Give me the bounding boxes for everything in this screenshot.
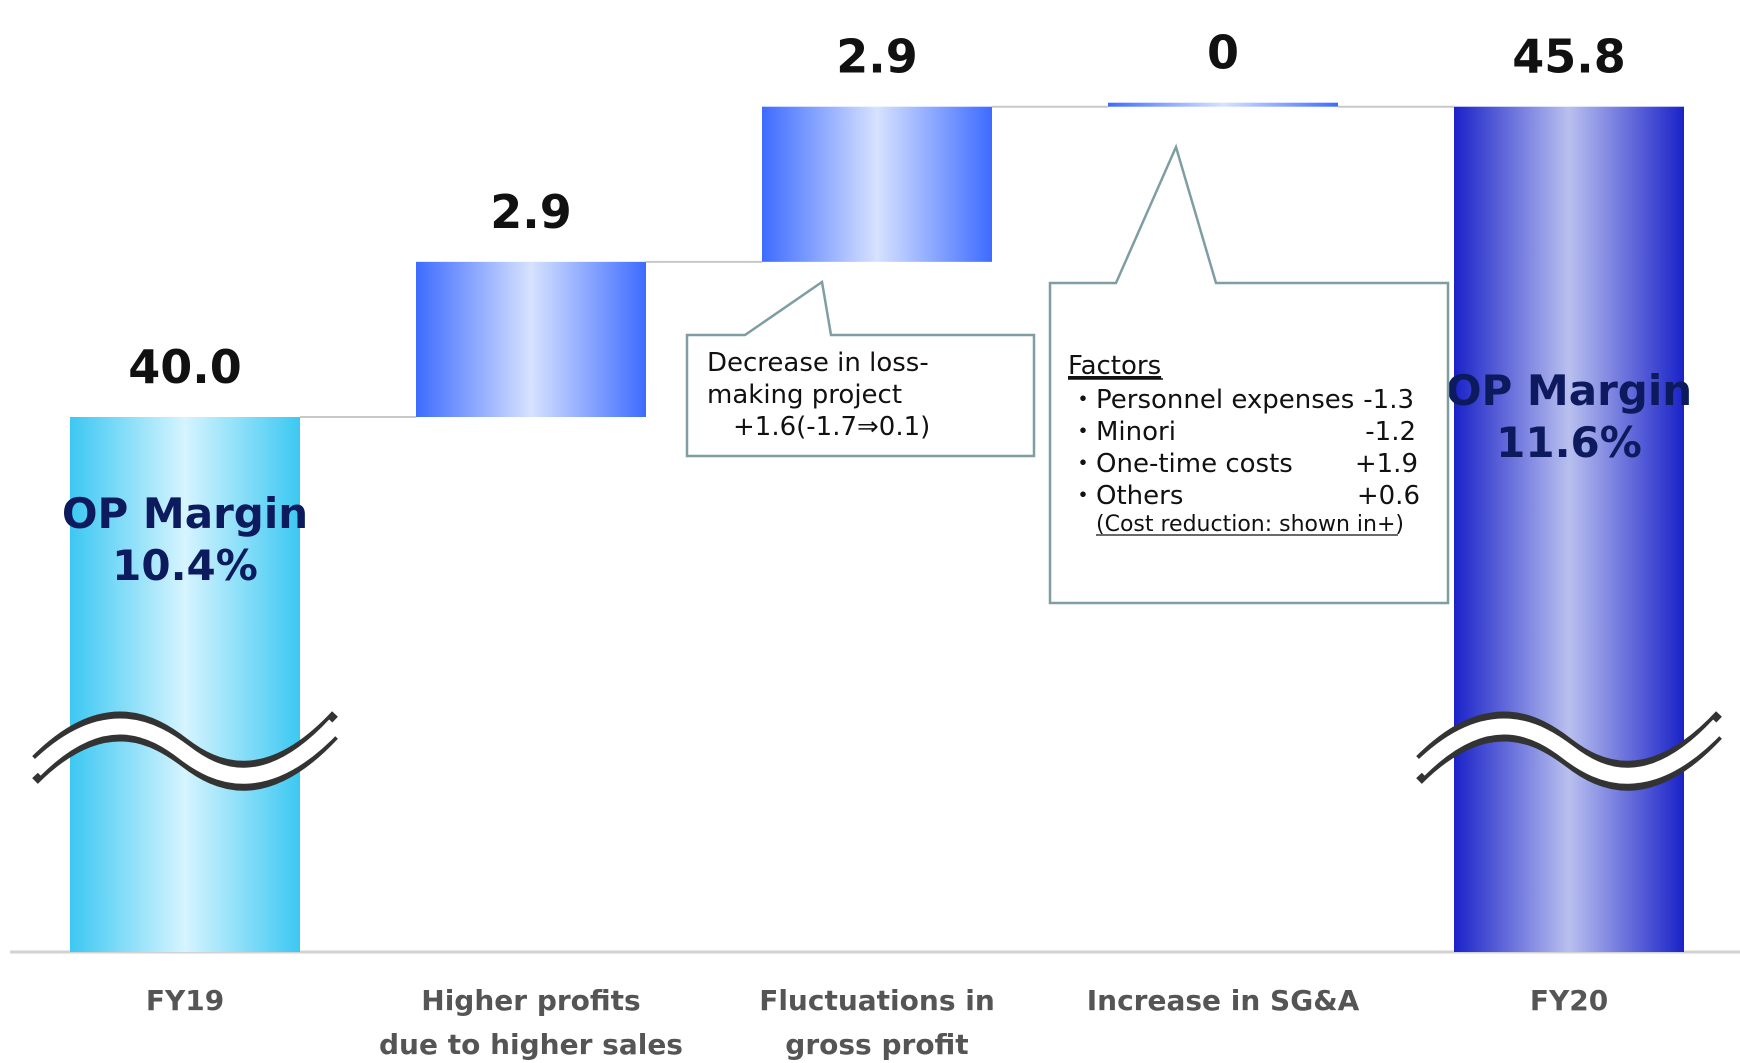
bar-5 [1454, 107, 1684, 952]
category-label-2-line-1: Higher profits [421, 984, 640, 1017]
bar-4 [1108, 103, 1338, 107]
op-margin-value-2: 11.6% [1496, 418, 1642, 467]
callout-loss-project-line-3: +1.6(-1.7⇒0.1) [733, 412, 930, 442]
factor-label-4: ・Others [1070, 481, 1183, 511]
factors-title: Factors [1068, 351, 1161, 381]
op-margin-value-1: 10.4% [112, 541, 258, 590]
category-label-5: FY20 [1530, 984, 1608, 1017]
value-label-3: 2.9 [836, 30, 918, 84]
callout-loss-project-line-1: Decrease in loss- [707, 348, 929, 378]
bar-2 [416, 262, 646, 417]
category-label-1: FY19 [146, 984, 224, 1017]
category-label-4: Increase in SG&A [1087, 984, 1360, 1017]
category-label-2-line-2: due to higher sales [379, 1028, 683, 1061]
factor-label-2: ・Minori [1070, 417, 1176, 447]
callout-factors: Factors ・Personnel expenses -1.3 ・Minori… [1050, 147, 1448, 603]
factor-label-1: ・Personnel expenses [1070, 385, 1354, 415]
op-margin-label-2: OP Margin [1446, 366, 1692, 415]
value-label-4: 0 [1207, 26, 1239, 80]
value-label-5: 45.8 [1512, 30, 1626, 84]
value-label-2: 2.9 [490, 185, 572, 239]
factor-value-1: -1.3 [1363, 385, 1414, 415]
factor-value-3: +1.9 [1355, 449, 1418, 479]
bar-3 [762, 107, 992, 262]
factor-value-2: -1.2 [1365, 417, 1416, 447]
category-label-3-line-1: Fluctuations in [759, 984, 995, 1017]
callout-loss-project: Decrease in loss- making project +1.6(-1… [687, 282, 1034, 456]
callout-loss-project-line-2: making project [707, 380, 902, 410]
factors-note: (Cost reduction: shown in+) [1096, 512, 1404, 537]
category-label-3-line-2: gross profit [785, 1028, 968, 1061]
op-margin-label-1: OP Margin [62, 489, 308, 538]
value-label-1: 40.0 [128, 340, 242, 394]
factor-value-4: +0.6 [1357, 481, 1420, 511]
factor-label-3: ・One-time costs [1070, 449, 1293, 479]
